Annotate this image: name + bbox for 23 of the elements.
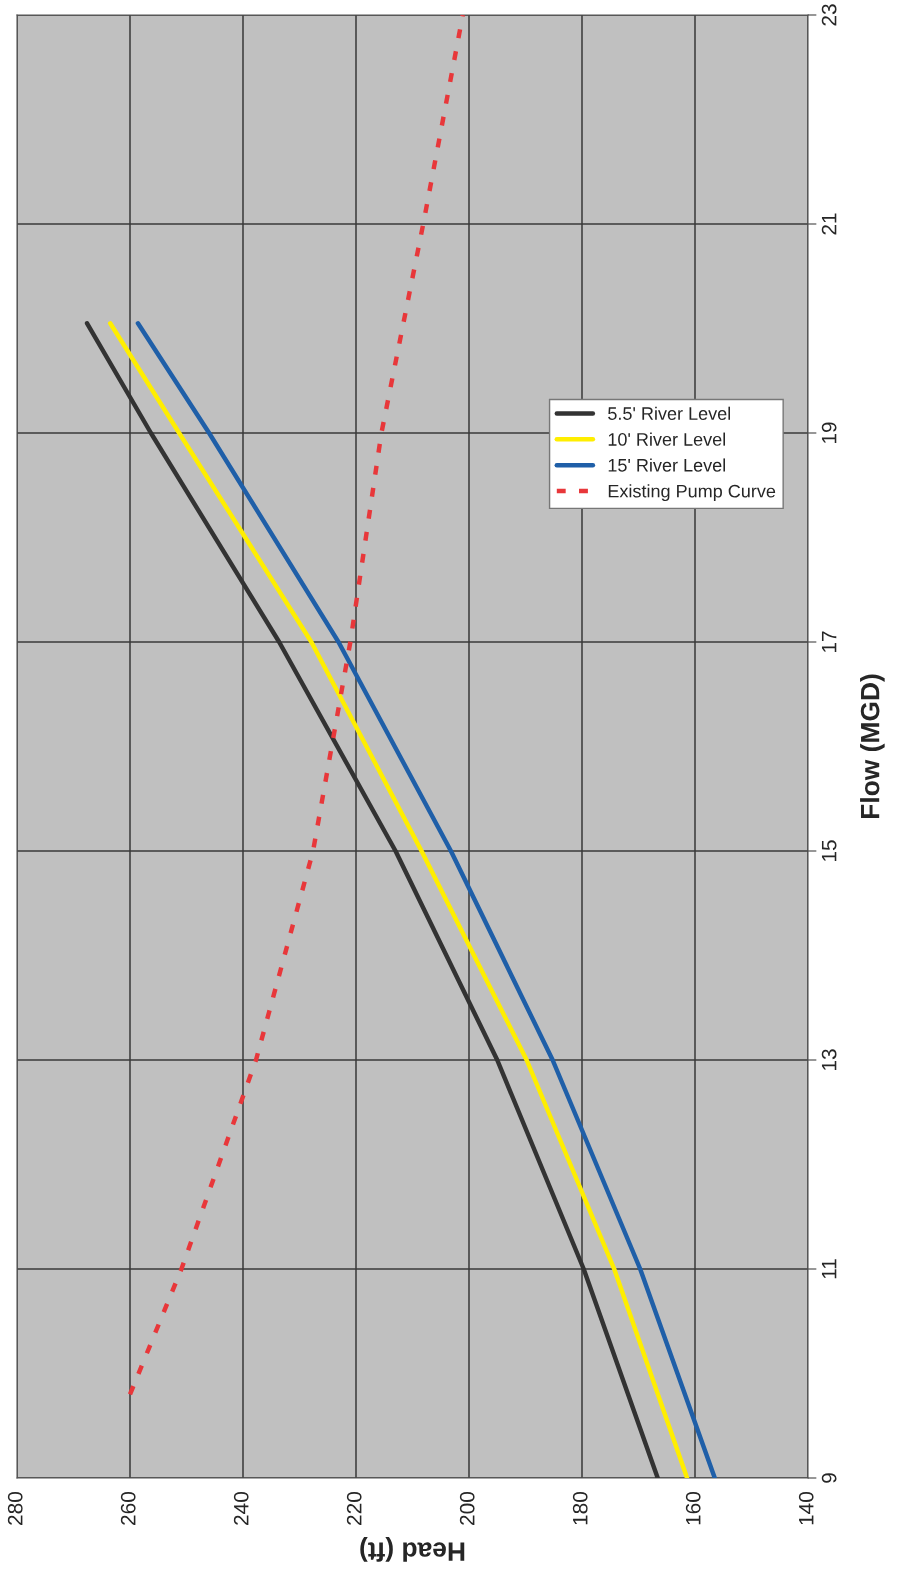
x-axis-title: Head (ft) xyxy=(360,1537,465,1562)
y-tick-label: 21 xyxy=(821,213,837,235)
y-tick-label: 9 xyxy=(821,1473,837,1483)
y-tick-label: 15 xyxy=(821,840,837,861)
line-series xyxy=(127,15,466,1397)
x-tick-label: 220 xyxy=(346,1492,362,1525)
legend-label: 15' River Level xyxy=(608,458,726,472)
x-tick-label: 140 xyxy=(798,1492,814,1525)
x-tick-label: 200 xyxy=(459,1492,475,1525)
y-tick-label: 19 xyxy=(821,422,837,443)
x-tick-label: 180 xyxy=(572,1492,588,1525)
legend-label: 10' River Level xyxy=(608,432,726,446)
legend-label: Existing Pump Curve xyxy=(608,484,776,502)
x-tick-label: 240 xyxy=(233,1492,249,1525)
y-tick-label: 13 xyxy=(821,1049,837,1070)
legend-label: 5.5' River Level xyxy=(608,406,731,420)
y-tick-label: 17 xyxy=(821,631,837,652)
x-tick-label: 280 xyxy=(7,1492,23,1525)
y-tick-label: 23 xyxy=(821,4,837,26)
x-tick-label: 260 xyxy=(120,1492,136,1525)
y-tick-label: 11 xyxy=(821,1259,837,1279)
y-axis-title: Flow (MGD) xyxy=(860,674,885,819)
x-tick-label: 160 xyxy=(685,1492,701,1525)
